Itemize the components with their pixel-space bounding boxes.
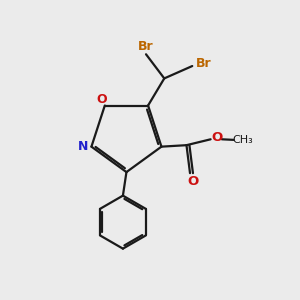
Text: CH₃: CH₃ xyxy=(232,135,253,145)
Text: Br: Br xyxy=(138,40,154,52)
Text: O: O xyxy=(212,131,223,144)
Text: Br: Br xyxy=(196,57,211,70)
Text: N: N xyxy=(77,140,88,153)
Text: O: O xyxy=(187,175,199,188)
Text: O: O xyxy=(96,92,106,106)
